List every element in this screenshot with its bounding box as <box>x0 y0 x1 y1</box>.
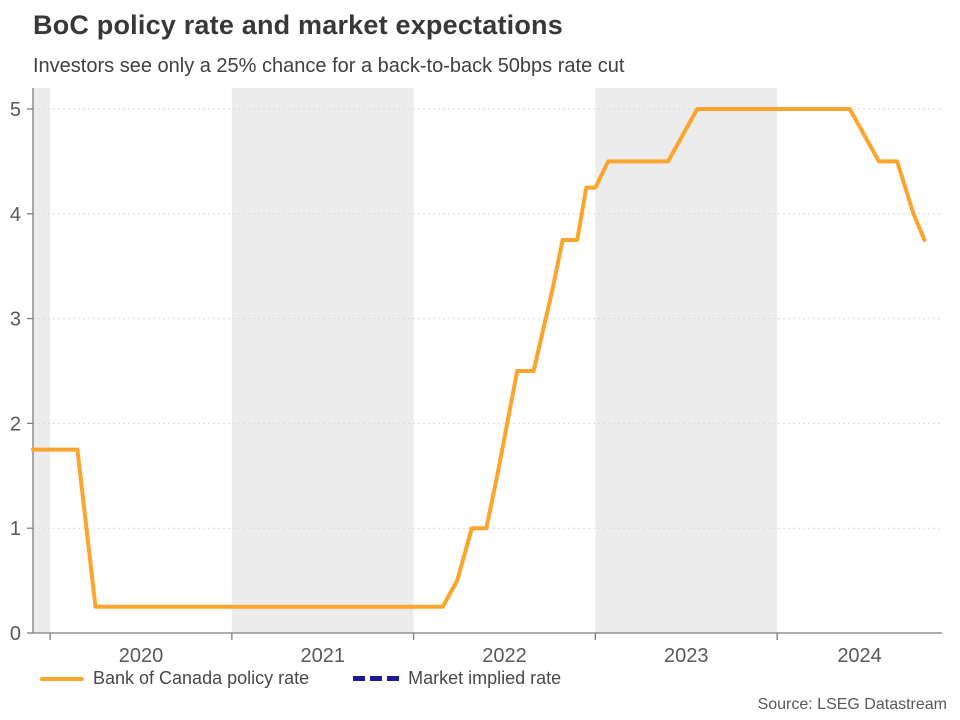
legend-item-policy-rate: Bank of Canada policy rate <box>40 668 309 689</box>
policy-rate-line-swatch <box>40 676 84 681</box>
page-subtitle: Investors see only a 25% chance for a ba… <box>33 55 625 77</box>
year-band <box>231 88 414 633</box>
legend-item-market-implied-rate: Market implied rate <box>353 668 561 689</box>
legend: Bank of Canada policy rate Market implie… <box>40 668 561 689</box>
x-tick-label: 2021 <box>300 645 345 667</box>
source-note: Source: LSEG Datastream <box>757 696 947 713</box>
policy-rate-line <box>31 107 927 609</box>
x-tick-label: 2024 <box>837 645 882 667</box>
y-tick-label: 0 <box>10 623 21 645</box>
market-implied-line-swatch <box>353 676 400 681</box>
y-tick-label: 2 <box>10 413 21 435</box>
year-band <box>595 88 778 633</box>
y-tick-label: 1 <box>10 518 21 540</box>
x-tick-label: 2022 <box>482 645 527 667</box>
y-tick-label: 3 <box>10 309 21 331</box>
legend-label-policy-rate: Bank of Canada policy rate <box>93 668 310 688</box>
page-title: BoC policy rate and market expectations <box>33 10 563 40</box>
legend-label-market-implied-rate: Market implied rate <box>408 668 562 688</box>
y-tick-label: 5 <box>10 99 21 121</box>
x-tick-label: 2020 <box>119 645 164 667</box>
x-tick-label: 2023 <box>664 645 709 667</box>
y-tick-label: 4 <box>10 204 21 226</box>
year-band <box>33 88 51 633</box>
